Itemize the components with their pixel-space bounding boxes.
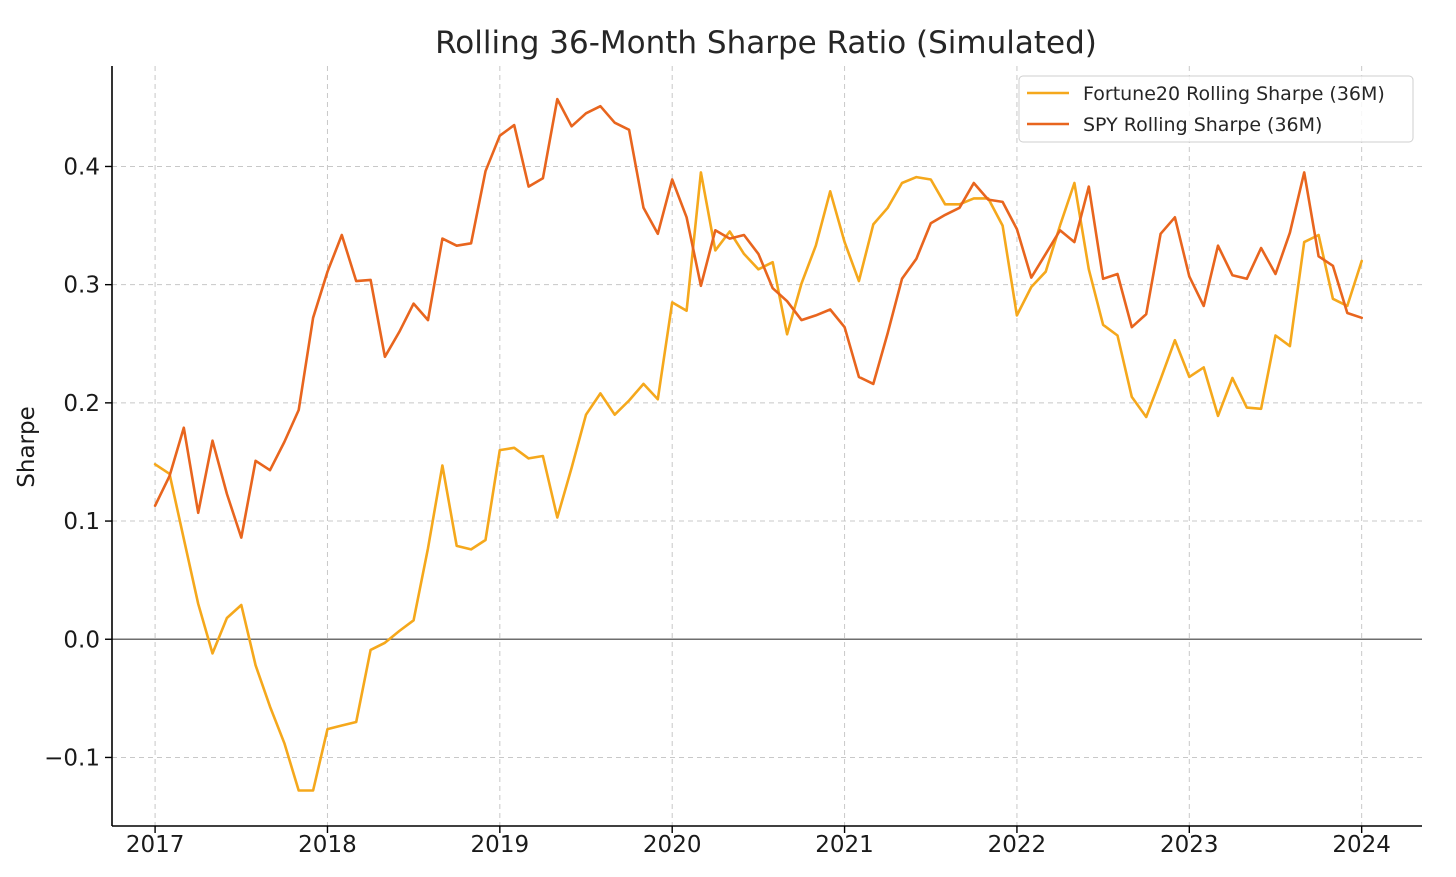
- y-axis-label: Sharpe: [14, 406, 40, 487]
- y-tick-label-4: 0.3: [63, 273, 100, 299]
- x-tick-label-2019: 2019: [471, 832, 530, 858]
- x-tick-label-2017: 2017: [126, 832, 185, 858]
- x-tick-label-2023: 2023: [1160, 832, 1219, 858]
- x-tick-label-2018: 2018: [298, 832, 357, 858]
- x-tick-label-2020: 2020: [643, 832, 702, 858]
- series-line-spy: [153, 97, 1363, 539]
- x-tick-label-2024: 2024: [1332, 832, 1391, 858]
- legend-label-fortune20: Fortune20 Rolling Sharpe (36M): [1083, 83, 1385, 105]
- legend-label-spy: SPY Rolling Sharpe (36M): [1083, 114, 1322, 136]
- chart-title: Rolling 36-Month Sharpe Ratio (Simulated…: [435, 25, 1097, 61]
- series-line-fortune20: [153, 171, 1363, 792]
- axes-layer: 2017 2018 2019 2020 2021 2022 2023 2024 −0.1 0.0 0…: [44, 66, 1422, 858]
- y-tick-label-0: −0.1: [44, 745, 100, 771]
- x-tick-label-2021: 2021: [815, 832, 874, 858]
- y-tick-label-3: 0.2: [63, 391, 100, 417]
- x-tick-label-2022: 2022: [988, 832, 1047, 858]
- legend: Fortune20 Rolling Sharpe (36M) SPY Rolli…: [1018, 75, 1414, 143]
- legend-frame: [1018, 75, 1414, 143]
- series-layer: [153, 97, 1363, 792]
- grid-layer: [112, 66, 1422, 826]
- y-tick-label-2: 0.1: [63, 509, 100, 535]
- y-tick-label-1: 0.0: [63, 627, 100, 653]
- y-tick-label-5: 0.4: [63, 154, 100, 180]
